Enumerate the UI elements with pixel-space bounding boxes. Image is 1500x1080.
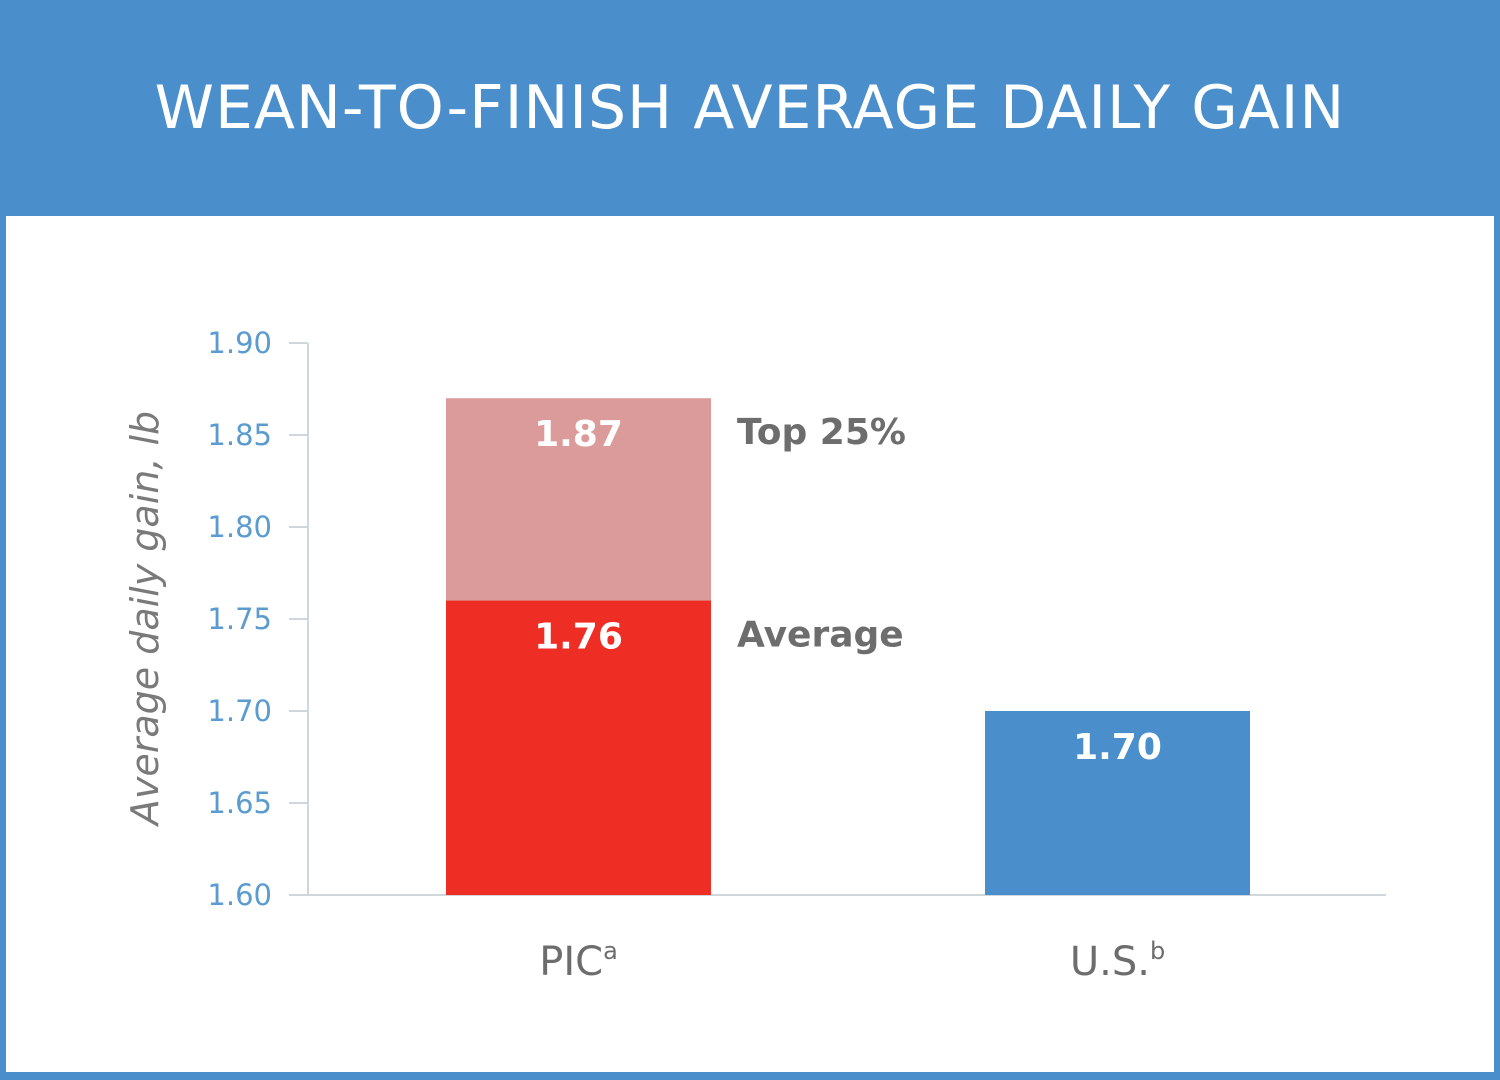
category-labels: PICa U.S.b (539, 937, 1165, 985)
bar-annotation: Average (737, 615, 904, 656)
bars: 1.87 Top 25% 1.76 Average 1.70 (446, 398, 1250, 895)
category-label: U.S.b (1070, 937, 1165, 985)
data-label: 1.70 (1073, 727, 1162, 768)
y-tick-label: 1.60 (207, 878, 272, 912)
category-label: PICa (539, 937, 618, 985)
y-axis-label: Average daily gain, lb (123, 411, 167, 828)
header-banner: WEAN-TO-FINISH AVERAGE DAILY GAIN (0, 0, 1500, 216)
y-tick-label: 1.80 (207, 510, 272, 544)
y-ticks: 1.90 1.85 1.80 1.75 1.70 1.65 1.60 (207, 326, 308, 912)
y-tick-label: 1.75 (207, 602, 272, 636)
data-label: 1.76 (534, 617, 623, 658)
bar-annotation: Top 25% (737, 412, 906, 453)
y-tick-label: 1.70 (207, 694, 272, 728)
bar-1.76 (446, 600, 711, 895)
category-name: U.S. (1070, 939, 1150, 985)
chart-panel (6, 216, 1494, 1072)
bar-1.70 (985, 711, 1250, 895)
y-tick-label: 1.90 (207, 326, 272, 360)
category-superscript: a (603, 937, 618, 965)
y-tick-label: 1.85 (207, 418, 272, 452)
category-superscript: b (1150, 937, 1165, 965)
data-label: 1.87 (534, 414, 623, 455)
category-name: PIC (539, 939, 603, 985)
page-title: WEAN-TO-FINISH AVERAGE DAILY GAIN (154, 73, 1346, 143)
y-tick-label: 1.65 (207, 786, 272, 820)
